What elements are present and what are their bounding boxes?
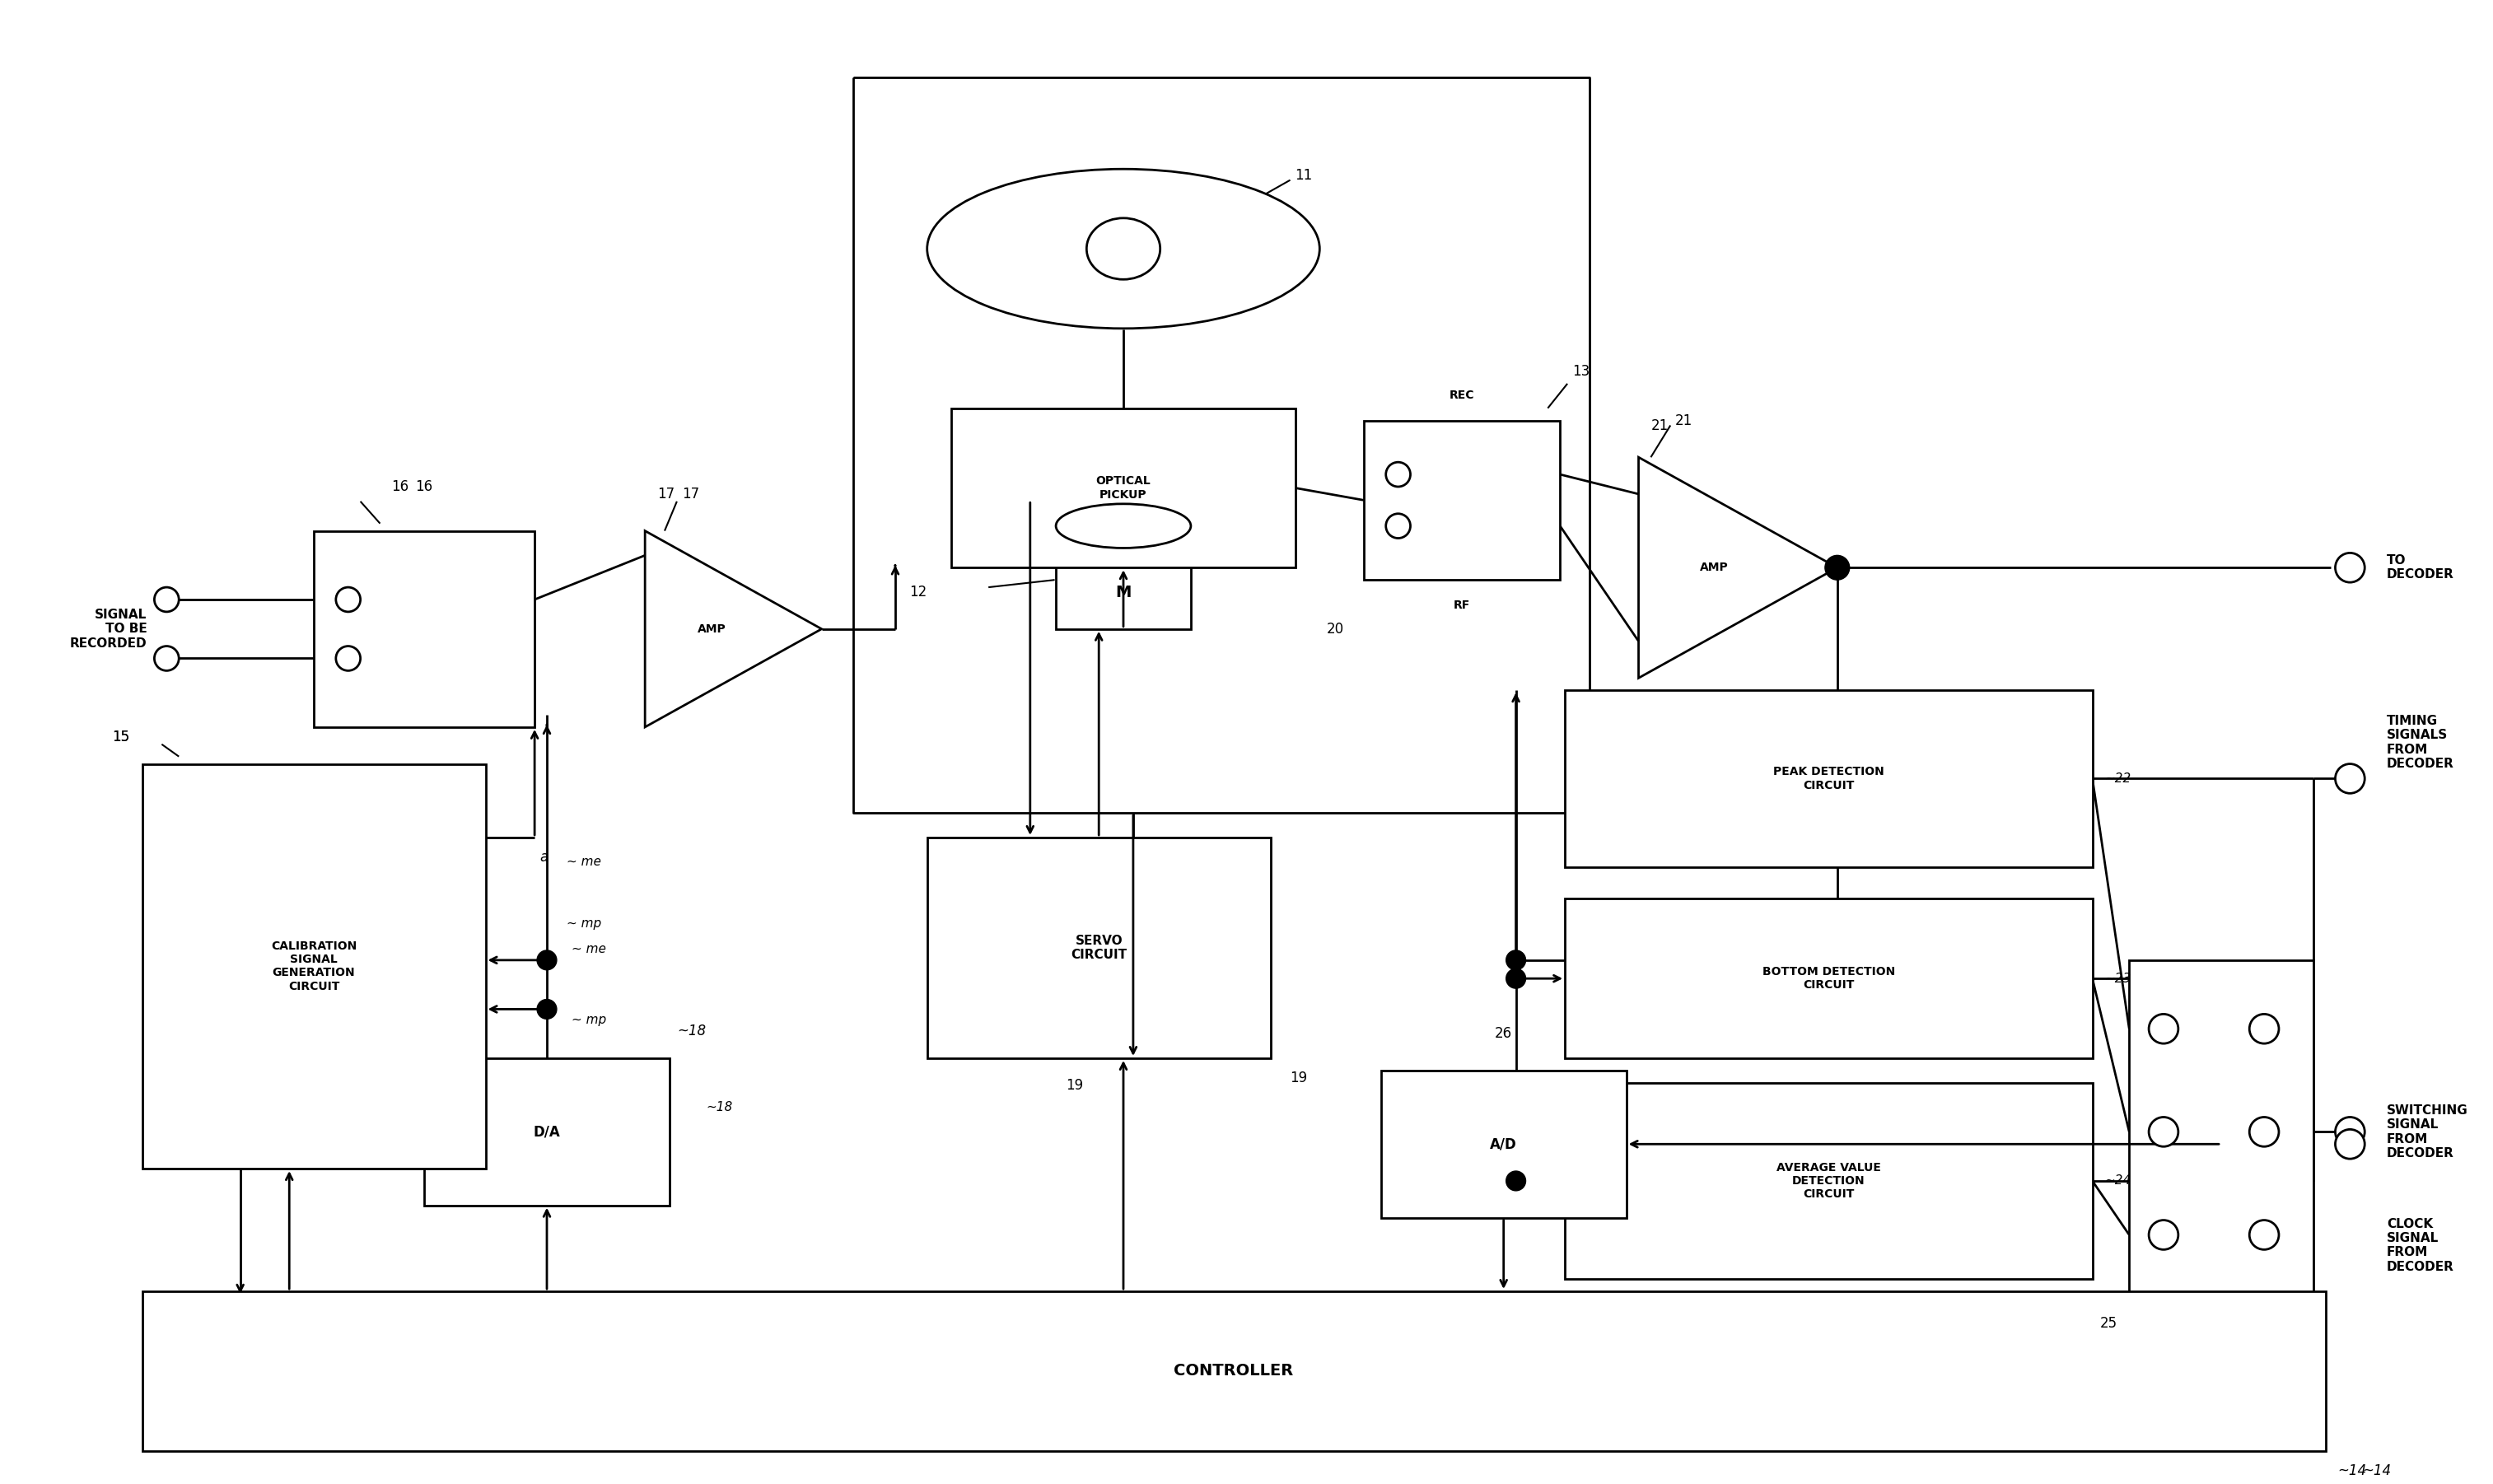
Circle shape	[2249, 1117, 2279, 1147]
Text: 21: 21	[1675, 413, 1693, 427]
Circle shape	[2149, 1014, 2179, 1043]
Text: RF: RF	[1453, 600, 1471, 611]
Text: ~14: ~14	[2338, 1463, 2366, 1478]
Text: ~ mp: ~ mp	[566, 917, 601, 929]
Text: 17: 17	[681, 487, 698, 502]
Text: OPTICAL
PICKUP: OPTICAL PICKUP	[1097, 475, 1152, 500]
Text: 12: 12	[910, 585, 927, 600]
Circle shape	[155, 646, 179, 671]
Text: ~22: ~22	[2104, 772, 2132, 785]
Bar	[1566, 899, 2092, 1058]
Circle shape	[155, 588, 179, 611]
Text: 19: 19	[1065, 1077, 1082, 1092]
Circle shape	[337, 588, 361, 611]
Circle shape	[2149, 1117, 2179, 1147]
Text: CLOCK
SIGNAL
FROM
DECODER: CLOCK SIGNAL FROM DECODER	[2386, 1218, 2453, 1273]
Circle shape	[2336, 764, 2366, 794]
Text: 15: 15	[112, 730, 130, 745]
Circle shape	[2336, 554, 2366, 582]
Text: 15: 15	[112, 730, 130, 745]
Circle shape	[1506, 950, 1526, 971]
Text: ~14: ~14	[2363, 1463, 2391, 1478]
Circle shape	[2336, 1117, 2366, 1147]
Text: ~24: ~24	[2104, 1175, 2132, 1187]
Circle shape	[337, 646, 361, 671]
Bar	[142, 1291, 2326, 1451]
Text: TO
DECODER: TO DECODER	[2386, 555, 2453, 580]
Bar	[142, 764, 486, 1168]
Text: ~18: ~18	[706, 1101, 733, 1113]
Circle shape	[1386, 462, 1411, 487]
Bar	[927, 837, 1271, 1058]
Text: SWITCHING
SIGNAL
FROM
DECODER: SWITCHING SIGNAL FROM DECODER	[2386, 1104, 2468, 1159]
Text: 20: 20	[1326, 622, 1344, 637]
Text: 26: 26	[1496, 1027, 1513, 1042]
Text: 25: 25	[2099, 1316, 2117, 1331]
Text: TIMING
SIGNALS
FROM
DECODER: TIMING SIGNALS FROM DECODER	[2386, 715, 2453, 770]
Circle shape	[1825, 555, 1850, 580]
Text: M: M	[1114, 585, 1132, 600]
Bar	[1364, 420, 1561, 580]
Text: 13: 13	[1573, 364, 1591, 378]
Text: ~23: ~23	[2104, 972, 2132, 985]
Circle shape	[2336, 1129, 2366, 1159]
Text: AMP: AMP	[1700, 562, 1728, 573]
Text: ~ mp: ~ mp	[571, 1014, 606, 1027]
Text: PEAK DETECTION
CIRCUIT: PEAK DETECTION CIRCUIT	[1773, 766, 1885, 791]
Text: 16: 16	[416, 479, 434, 494]
Circle shape	[2249, 1014, 2279, 1043]
Text: REC: REC	[1448, 389, 1473, 401]
Text: AMP: AMP	[698, 623, 725, 635]
Bar	[1566, 1083, 2092, 1279]
Text: ~ me: ~ me	[571, 942, 606, 956]
Text: a: a	[538, 850, 548, 865]
Text: BOTTOM DETECTION
CIRCUIT: BOTTOM DETECTION CIRCUIT	[1763, 966, 1895, 991]
Bar	[424, 1058, 671, 1205]
Ellipse shape	[1057, 505, 1192, 548]
Text: ~18: ~18	[678, 1024, 706, 1039]
Text: 16: 16	[391, 479, 409, 494]
Bar	[1057, 525, 1192, 629]
Circle shape	[536, 950, 556, 971]
Bar	[2129, 960, 2314, 1303]
Circle shape	[2149, 1220, 2179, 1250]
Ellipse shape	[927, 169, 1319, 328]
Circle shape	[1506, 1171, 1526, 1190]
Text: SERVO
CIRCUIT: SERVO CIRCUIT	[1072, 935, 1127, 962]
Text: 19: 19	[1291, 1070, 1309, 1085]
Bar	[314, 531, 534, 727]
Text: AVERAGE VALUE
DETECTION
CIRCUIT: AVERAGE VALUE DETECTION CIRCUIT	[1778, 1162, 1880, 1201]
Text: 11: 11	[1294, 168, 1314, 183]
Text: SIGNAL
TO BE
RECORDED: SIGNAL TO BE RECORDED	[70, 608, 147, 650]
Text: 21: 21	[1650, 418, 1668, 433]
Circle shape	[2249, 1220, 2279, 1250]
Circle shape	[536, 999, 556, 1020]
Text: CONTROLLER: CONTROLLER	[1174, 1364, 1294, 1379]
Circle shape	[1386, 513, 1411, 539]
Ellipse shape	[1087, 218, 1159, 279]
Bar	[1381, 1070, 1625, 1218]
Bar	[952, 408, 1294, 568]
Bar	[1566, 690, 2092, 867]
Text: D/A: D/A	[534, 1125, 561, 1140]
Text: ~ me: ~ me	[566, 856, 601, 868]
Circle shape	[1506, 969, 1526, 988]
Text: CALIBRATION
SIGNAL
GENERATION
CIRCUIT: CALIBRATION SIGNAL GENERATION CIRCUIT	[272, 941, 356, 991]
Text: A/D: A/D	[1491, 1137, 1518, 1152]
Text: 17: 17	[658, 487, 676, 502]
